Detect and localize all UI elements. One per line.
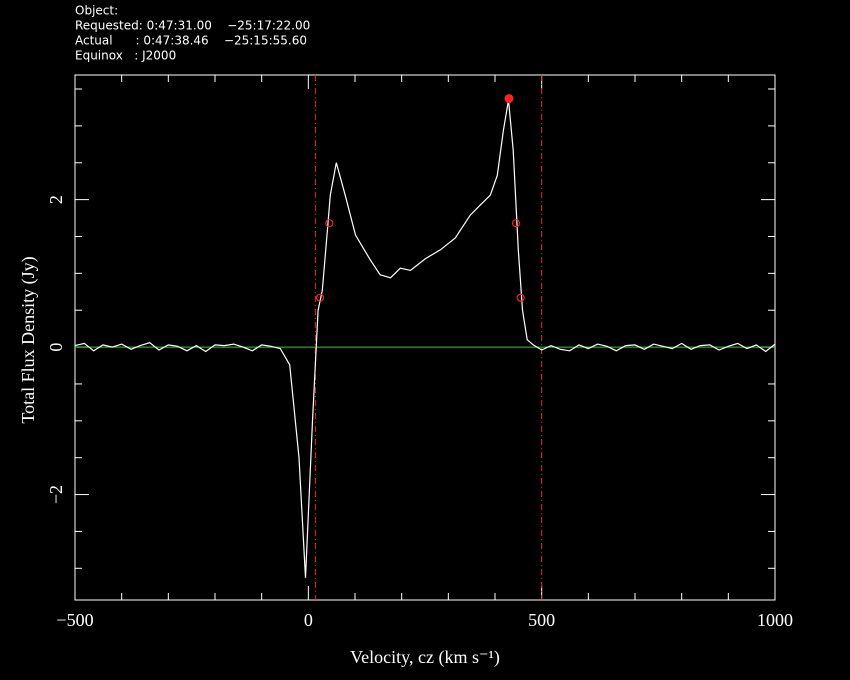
header: Object: Requested: 0:47:31.00 −25:17:22.… bbox=[75, 4, 310, 63]
x-tick-label: 1000 bbox=[757, 610, 793, 630]
spectrum-line bbox=[74, 100, 776, 578]
y-tick-label: 0 bbox=[46, 343, 66, 352]
y-tick-label: −2 bbox=[46, 485, 66, 504]
edge-point bbox=[325, 219, 334, 228]
y-axis-label: Total Flux Density (Jy) bbox=[18, 256, 39, 423]
y-tick-label: 2 bbox=[46, 195, 66, 204]
x-tick-label: 500 bbox=[528, 610, 555, 630]
x-tick-label: 0 bbox=[304, 610, 313, 630]
header-line: Equinox : J2000 bbox=[75, 49, 176, 63]
header-line: Actual : 0:47:38.46 −25:15:55.60 bbox=[75, 34, 307, 48]
x-axis-label: Velocity, cz (km s⁻¹) bbox=[350, 647, 500, 668]
edge-point bbox=[516, 293, 525, 302]
peak-point bbox=[504, 94, 514, 104]
header-line: Object: bbox=[75, 4, 118, 18]
x-tick-label: −500 bbox=[56, 610, 93, 630]
plot-frame bbox=[74, 74, 776, 601]
header-line: Requested: 0:47:31.00 −25:17:22.00 bbox=[75, 19, 310, 33]
edge-point bbox=[315, 293, 325, 302]
edge-point bbox=[511, 219, 521, 228]
